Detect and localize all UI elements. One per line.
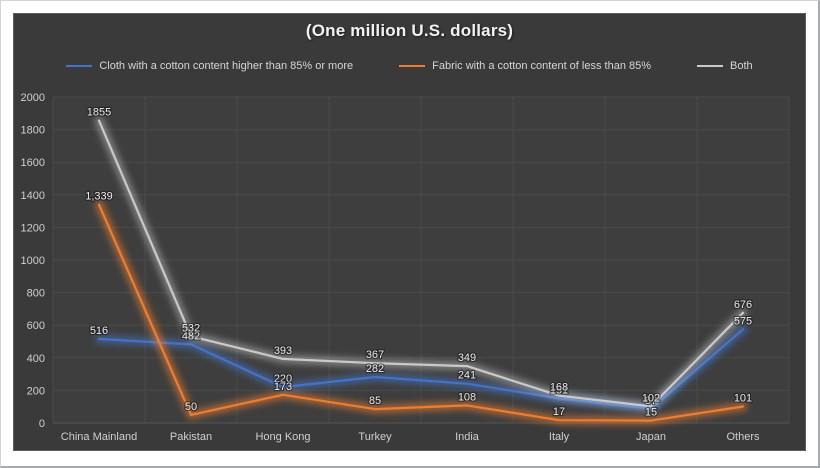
data-label: 282 bbox=[366, 363, 384, 375]
category-label: India bbox=[455, 431, 480, 443]
y-axis-tick-label: 600 bbox=[27, 320, 45, 332]
legend-label: Fabric with a cotton content of less tha… bbox=[432, 60, 652, 72]
category-label: Japan bbox=[636, 431, 666, 443]
data-label: 50 bbox=[185, 401, 197, 413]
data-label: 676 bbox=[734, 299, 752, 311]
chart-title: (One million U.S. dollars) bbox=[305, 21, 514, 40]
data-label: 575 bbox=[734, 315, 752, 327]
y-axis-tick-label: 800 bbox=[27, 288, 45, 300]
data-label: 516 bbox=[90, 325, 108, 337]
category-label: Others bbox=[726, 431, 760, 443]
legend-item: Fabric with a cotton content of less tha… bbox=[399, 60, 651, 72]
data-label: 168 bbox=[550, 382, 568, 394]
y-axis-tick-label: 1200 bbox=[21, 222, 45, 234]
y-axis-tick-label: 1800 bbox=[21, 125, 45, 137]
series-line bbox=[97, 119, 745, 408]
y-axis-tick-label: 1400 bbox=[21, 190, 45, 202]
chart-legend: Cloth with a cotton content higher than … bbox=[14, 56, 805, 76]
data-label: 367 bbox=[366, 349, 384, 361]
data-label: 482 bbox=[182, 330, 200, 342]
y-axis-tick-label: 2000 bbox=[21, 92, 45, 104]
data-label: 532 bbox=[182, 322, 200, 334]
data-label: 85 bbox=[369, 395, 381, 407]
data-label: 393 bbox=[274, 345, 292, 357]
category-label: China Mainland bbox=[61, 431, 137, 443]
category-label: Hong Kong bbox=[255, 431, 310, 443]
data-label: 220 bbox=[274, 373, 292, 385]
y-axis-tick-label: 200 bbox=[27, 385, 45, 397]
category-label: Italy bbox=[549, 431, 570, 443]
data-label: 151 bbox=[550, 384, 568, 396]
data-label: 102 bbox=[642, 392, 660, 404]
legend-label: Cloth with a cotton content higher than … bbox=[99, 60, 354, 72]
data-label: 173 bbox=[274, 381, 292, 393]
line-chart: (One million U.S. dollars) Cloth with a … bbox=[13, 13, 806, 451]
y-axis-tick-label: 400 bbox=[27, 353, 45, 365]
data-label: 241 bbox=[458, 370, 476, 382]
legend-label: Both bbox=[730, 60, 753, 72]
legend-line-marker bbox=[66, 65, 93, 67]
legend-line-marker bbox=[399, 65, 426, 67]
data-label: 15 bbox=[645, 407, 657, 419]
y-axis-tick-label: 1600 bbox=[21, 157, 45, 169]
y-axis-tick-label: 1000 bbox=[21, 255, 45, 267]
data-label: 349 bbox=[458, 352, 476, 364]
category-label: Pakistan bbox=[170, 431, 212, 443]
data-label: 101 bbox=[734, 393, 752, 405]
data-label: 108 bbox=[458, 391, 476, 403]
legend-item: Both bbox=[697, 60, 753, 72]
legend-line-marker bbox=[697, 65, 724, 67]
data-label: 1855 bbox=[87, 107, 111, 119]
data-label: 87 bbox=[645, 395, 657, 407]
series-line bbox=[97, 203, 745, 422]
data-label: 17 bbox=[553, 406, 565, 418]
category-label: Turkey bbox=[358, 431, 392, 443]
data-label: 1,339 bbox=[85, 191, 113, 203]
legend-item: Cloth with a cotton content higher than … bbox=[66, 60, 353, 72]
y-axis-tick-label: 0 bbox=[39, 418, 45, 430]
